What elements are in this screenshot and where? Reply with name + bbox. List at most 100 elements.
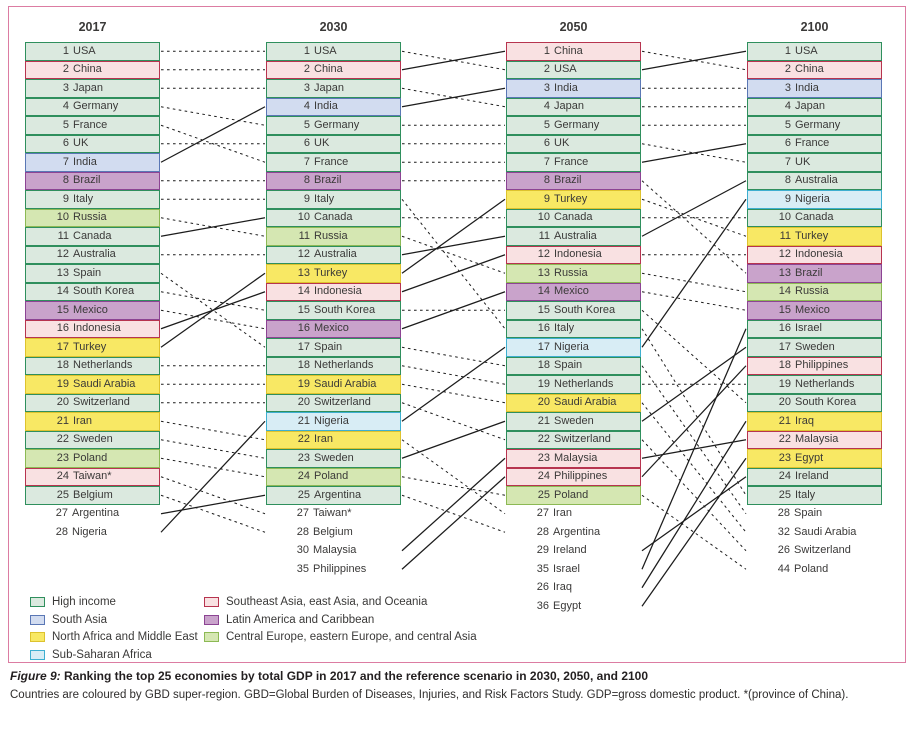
rank-box-2017-india: 7 India <box>25 153 160 172</box>
country-name: Israel <box>795 322 822 335</box>
country-name: Australia <box>314 248 357 261</box>
rank-number: 19 <box>56 377 69 390</box>
rank-number: 13 <box>56 266 69 279</box>
rank-entry-2050-argentina: 28 Argentina <box>506 523 641 542</box>
rank-entry-2100-spain: 28 Spain <box>747 505 882 524</box>
rank-box-2030-saudi-arabia: 19 Saudi Arabia <box>266 375 401 394</box>
country-name: Germany <box>795 118 841 131</box>
connector-belgium-2017-2030 <box>160 494 266 533</box>
rank-number: 25 <box>778 488 791 501</box>
rank-number: 14 <box>778 285 791 298</box>
country-name: Philippines <box>554 470 608 483</box>
country-name: Turkey <box>795 229 829 242</box>
country-name: Belgium <box>73 488 113 501</box>
rank-box-2100-israel: 16 Israel <box>747 319 882 338</box>
rank-box-2017-mexico: 15 Mexico <box>25 301 160 320</box>
rank-box-2017-germany: 4 Germany <box>25 97 160 116</box>
country-name: Malaysia <box>554 451 598 464</box>
rank-number: 11 <box>779 229 791 242</box>
country-name: Iran <box>553 507 572 520</box>
rank-entry-2017-nigeria: 28 Nigeria <box>25 523 160 542</box>
rank-box-2050-brazil: 8 Brazil <box>506 171 641 190</box>
country-name: Nigeria <box>795 192 830 205</box>
rank-number: 20 <box>297 396 310 409</box>
country-name: Turkey <box>314 266 348 279</box>
connector-australia-2030-2050 <box>401 235 506 256</box>
rank-number: 21 <box>537 414 550 427</box>
rank-number: 23 <box>297 451 310 464</box>
country-name: Mexico <box>314 322 349 335</box>
rank-number: 19 <box>778 377 791 390</box>
rank-number: 2 <box>784 63 791 76</box>
rank-number: 28 <box>536 525 549 538</box>
rank-number: 35 <box>296 562 309 575</box>
country-name: Italy <box>554 322 575 335</box>
connector-india-2030-2050 <box>401 87 506 108</box>
country-name: Switzerland <box>794 544 851 557</box>
country-name: Mexico <box>554 285 589 298</box>
rank-box-2100-uk: 7 UK <box>747 153 882 172</box>
country-name: Russia <box>795 285 829 298</box>
rank-number: 12 <box>778 248 791 261</box>
column-header-2017: 2017 <box>78 20 107 34</box>
rank-number: 18 <box>56 359 69 372</box>
rank-box-2100-india: 3 India <box>747 79 882 98</box>
country-name: Argentina <box>314 488 362 501</box>
rank-number: 12 <box>297 248 310 261</box>
rank-box-2100-france: 6 France <box>747 134 882 153</box>
rank-entry-2030-malaysia: 30 Malaysia <box>266 542 401 561</box>
country-name: China <box>554 44 583 57</box>
country-name: Iraq <box>553 581 572 594</box>
rank-number: 3 <box>62 81 69 94</box>
rank-number: 27 <box>296 507 309 520</box>
rank-number: 10 <box>778 211 791 224</box>
rank-box-2100-egypt: 23 Egypt <box>747 449 882 468</box>
country-name: Japan <box>314 81 344 94</box>
rank-box-2030-south-korea: 15 South Korea <box>266 301 401 320</box>
rank-number: 32 <box>777 525 790 538</box>
country-name: Saudi Arabia <box>794 525 857 538</box>
country-name: Germany <box>73 100 119 113</box>
country-name: Turkey <box>73 340 107 353</box>
lac-legend-swatch-icon <box>204 614 219 625</box>
rank-box-2050-south-korea: 15 South Korea <box>506 301 641 320</box>
rank-number: 10 <box>537 211 550 224</box>
legend-item-na_me: North Africa and Middle East <box>30 631 198 643</box>
rank-box-2100-canada: 10 Canada <box>747 208 882 227</box>
rank-box-2050-mexico: 14 Mexico <box>506 282 641 301</box>
rank-number: 4 <box>62 100 69 113</box>
rank-box-2100-iraq: 21 Iraq <box>747 412 882 431</box>
connector-sweden-2050-2100 <box>641 346 747 422</box>
country-name: Poland <box>554 488 589 501</box>
caption-title-text: Ranking the top 25 economies by total GD… <box>60 669 649 683</box>
legend-label: South Asia <box>52 613 107 626</box>
rank-number: 1 <box>303 44 310 57</box>
rank-box-2017-australia: 12 Australia <box>25 245 160 264</box>
rank-entry-2100-poland: 44 Poland <box>747 560 882 579</box>
rank-entry-2050-egypt: 36 Egypt <box>506 597 641 616</box>
rank-number: 21 <box>778 414 791 427</box>
country-name: Sweden <box>314 451 354 464</box>
rank-number: 23 <box>56 451 69 464</box>
figure-number-label: Figure 9: <box>10 669 61 683</box>
country-name: Taiwan* <box>73 470 112 483</box>
rank-number: 6 <box>543 137 550 150</box>
rank-box-2100-ireland: 24 Ireland <box>747 467 882 486</box>
country-name: Russia <box>314 229 348 242</box>
rank-box-2100-turkey: 11 Turkey <box>747 227 882 246</box>
country-name: USA <box>554 63 577 76</box>
rank-number: 20 <box>56 396 69 409</box>
legend-item-sea: Southeast Asia, east Asia, and Oceania <box>204 596 427 608</box>
country-name: Spain <box>554 359 583 372</box>
legend-item-high: High income <box>30 596 116 608</box>
rank-number: 17 <box>778 340 791 353</box>
connector-france-2017-2030 <box>160 124 266 163</box>
rank-number: 11 <box>57 229 69 242</box>
connector-taiwan-2017-2030 <box>160 476 266 515</box>
rank-number: 14 <box>297 285 310 298</box>
rank-number: 19 <box>537 377 550 390</box>
country-name: Canada <box>795 211 834 224</box>
country-name: Brazil <box>795 266 823 279</box>
country-name: Spain <box>314 340 343 353</box>
connector-turkey-2017-2030 <box>160 272 266 348</box>
